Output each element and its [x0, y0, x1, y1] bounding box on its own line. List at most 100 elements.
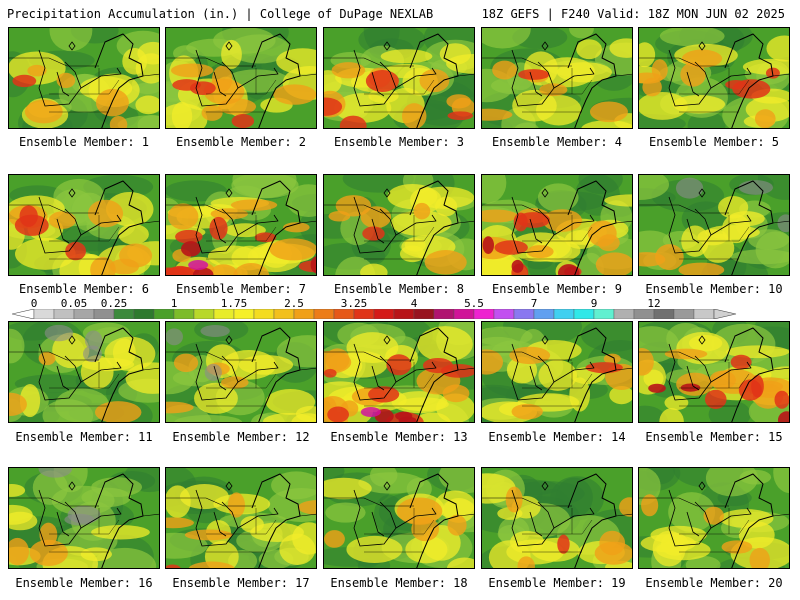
colorbar-tick-label: 7 [530, 297, 538, 310]
colorbar-swatch [593, 309, 615, 319]
colorbar-swatch [533, 309, 555, 319]
colorbar-swatch [33, 309, 55, 319]
colorbar-swatch [153, 309, 175, 319]
colorbar-swatch [453, 309, 475, 319]
colorbar-swatch [313, 309, 335, 319]
precip-map [324, 28, 474, 128]
colorbar-tick-label: 12 [647, 297, 661, 310]
precip-map [482, 28, 632, 128]
colorbar-swatch [433, 309, 455, 319]
colorbar-swatch [513, 309, 535, 319]
precip-map [324, 468, 474, 568]
ensemble-panel-11 [8, 321, 160, 423]
colorbar-swatch [573, 309, 595, 319]
panel-caption: Ensemble Member: 7 [175, 282, 307, 296]
panel-caption: Ensemble Member: 2 [175, 135, 307, 149]
ensemble-panel-3 [323, 27, 475, 129]
panel-caption: Ensemble Member: 10 [645, 282, 783, 296]
ensemble-panel-7 [165, 174, 317, 276]
panel-caption: Ensemble Member: 17 [172, 576, 310, 590]
panel-caption: Ensemble Member: 14 [488, 430, 626, 444]
colorbar-swatch [93, 309, 115, 319]
panel-caption: Ensemble Member: 6 [18, 282, 150, 296]
colorbar-swatch [233, 309, 255, 319]
panel-caption: Ensemble Member: 19 [488, 576, 626, 590]
panel-caption: Ensemble Member: 13 [330, 430, 468, 444]
colorbar-swatch [253, 309, 275, 319]
ensemble-panel-8 [323, 174, 475, 276]
precip-map [166, 322, 316, 422]
precip-map [166, 28, 316, 128]
colorbar-swatch [633, 309, 655, 319]
precip-map [9, 175, 159, 275]
colorbar-swatch [673, 309, 695, 319]
colorbar-swatch [73, 309, 95, 319]
colorbar-swatch [693, 309, 715, 319]
colorbar-swatch [373, 309, 395, 319]
colorbar-tick-label: 3.25 [340, 297, 368, 310]
ensemble-panel-6 [8, 174, 160, 276]
precip-map [324, 322, 474, 422]
precip-map [9, 28, 159, 128]
colorbar-tick-label: 9 [590, 297, 598, 310]
precip-map [482, 322, 632, 422]
panel-caption: Ensemble Member: 9 [491, 282, 623, 296]
ensemble-panel-13 [323, 321, 475, 423]
colorbar-swatch [413, 309, 435, 319]
panel-caption: Ensemble Member: 8 [333, 282, 465, 296]
colorbar-swatch [113, 309, 135, 319]
precip-map [639, 468, 789, 568]
precip-map [639, 28, 789, 128]
ensemble-panel-16 [8, 467, 160, 569]
precip-map [9, 322, 159, 422]
colorbar-tick-label: 4 [410, 297, 418, 310]
panel-caption: Ensemble Member: 3 [333, 135, 465, 149]
precip-map [166, 468, 316, 568]
precip-map [639, 175, 789, 275]
ensemble-panel-1 [8, 27, 160, 129]
colorbar-swatch [193, 309, 215, 319]
colorbar-swatch [53, 309, 75, 319]
panel-caption: Ensemble Member: 20 [645, 576, 783, 590]
colorbar-tick-label: 2.5 [284, 297, 304, 310]
colorbar-swatch [393, 309, 415, 319]
ensemble-panel-19 [481, 467, 633, 569]
precip-map [324, 175, 474, 275]
ensemble-panel-12 [165, 321, 317, 423]
colorbar [12, 309, 737, 319]
ensemble-panel-10 [638, 174, 790, 276]
colorbar-swatch [473, 309, 495, 319]
ensemble-panel-5 [638, 27, 790, 129]
colorbar-tick-label: 0.05 [60, 297, 88, 310]
colorbar-swatch [293, 309, 315, 319]
ensemble-panel-9 [481, 174, 633, 276]
chart-title: Precipitation Accumulation (in.) | Colle… [7, 7, 434, 21]
colorbar-labels: 0 0.05 0.25 1 1.75 2.5 3.25 4 5.5 7 9 12 [0, 297, 800, 310]
ensemble-panel-14 [481, 321, 633, 423]
colorbar-swatch [333, 309, 355, 319]
colorbar-swatch [353, 309, 375, 319]
precip-map [482, 175, 632, 275]
colorbar-tick-label: 1 [170, 297, 178, 310]
precip-map [166, 175, 316, 275]
colorbar-tick-label: 0.25 [100, 297, 128, 310]
colorbar-max-arrow [713, 309, 737, 319]
panel-caption: Ensemble Member: 15 [645, 430, 783, 444]
colorbar-swatch [613, 309, 635, 319]
precip-map [9, 468, 159, 568]
panel-caption: Ensemble Member: 18 [330, 576, 468, 590]
colorbar-tick-label: 5.5 [464, 297, 484, 310]
colorbar-swatch [133, 309, 155, 319]
panel-caption: Ensemble Member: 4 [491, 135, 623, 149]
ensemble-panel-15 [638, 321, 790, 423]
colorbar-swatch [273, 309, 295, 319]
ensemble-panel-4 [481, 27, 633, 129]
colorbar-min-arrow [12, 309, 35, 319]
panel-caption: Ensemble Member: 16 [15, 576, 153, 590]
colorbar-tick-label: 0 [30, 297, 38, 310]
precip-map [639, 322, 789, 422]
run-info: 18Z GEFS | F240 Valid: 18Z MON JUN 02 20… [481, 7, 785, 21]
ensemble-panel-2 [165, 27, 317, 129]
panel-caption: Ensemble Member: 11 [15, 430, 153, 444]
panel-caption: Ensemble Member: 12 [172, 430, 310, 444]
